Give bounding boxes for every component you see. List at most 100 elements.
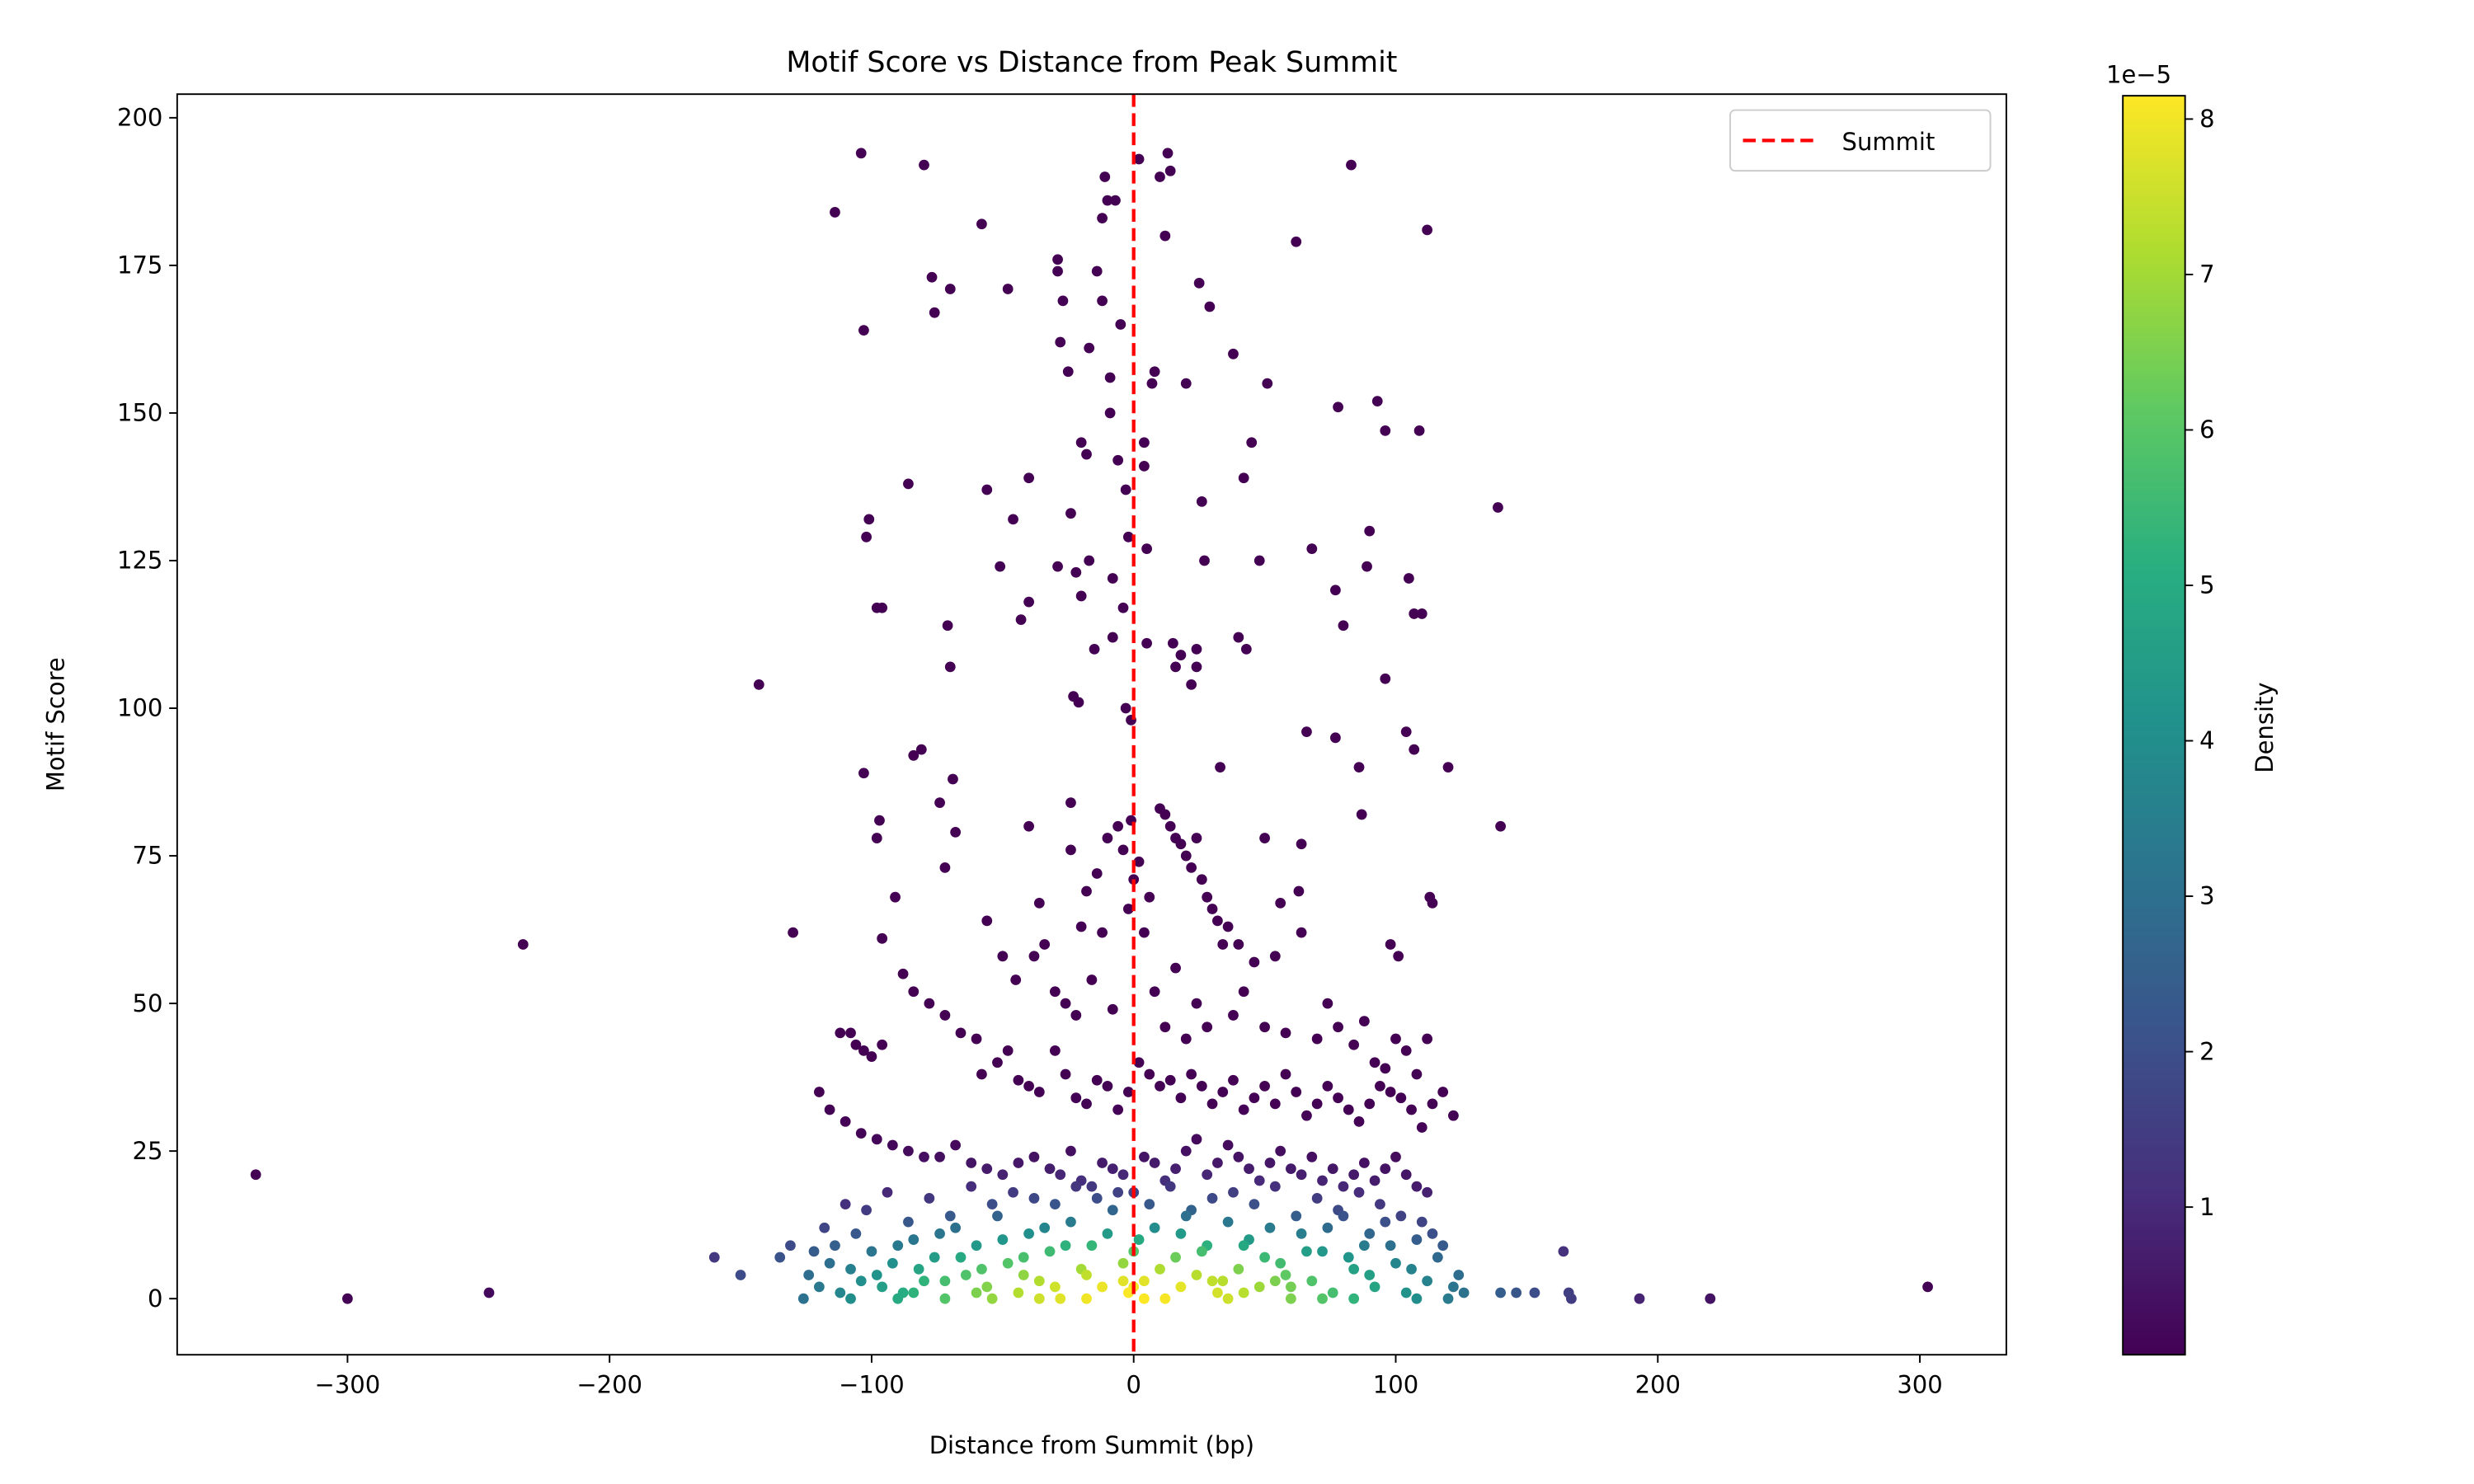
data-point xyxy=(1107,1003,1118,1015)
data-point xyxy=(1002,1257,1014,1269)
data-point xyxy=(1097,927,1108,938)
data-point xyxy=(1285,1281,1296,1293)
data-point xyxy=(1259,1080,1270,1092)
data-point xyxy=(1346,159,1357,171)
data-point xyxy=(992,1057,1003,1068)
data-point xyxy=(955,1252,967,1263)
data-point xyxy=(1062,366,1074,378)
data-point xyxy=(1081,1098,1092,1110)
data-point xyxy=(850,1039,862,1050)
data-point xyxy=(1175,650,1187,660)
data-point xyxy=(708,1252,720,1263)
data-point xyxy=(971,1033,982,1045)
data-point xyxy=(1164,1181,1176,1192)
data-point xyxy=(934,1228,945,1239)
data-point xyxy=(939,862,951,873)
data-point xyxy=(1228,1074,1239,1086)
data-point xyxy=(1191,644,1202,655)
data-point xyxy=(1086,1181,1098,1192)
data-point xyxy=(950,1222,962,1233)
data-point xyxy=(1175,1281,1187,1293)
data-point xyxy=(1427,897,1438,909)
data-point xyxy=(1081,1293,1092,1304)
data-point xyxy=(1369,1057,1380,1068)
x-tick-label: −200 xyxy=(576,1371,642,1399)
data-point xyxy=(1164,1074,1176,1086)
legend: Summit xyxy=(1729,109,1992,172)
data-point xyxy=(966,1158,977,1168)
data-point xyxy=(1196,495,1207,507)
x-tick-label: −100 xyxy=(839,1371,905,1399)
data-point xyxy=(887,1257,898,1269)
data-point xyxy=(948,773,958,785)
data-point xyxy=(1306,543,1318,555)
data-point xyxy=(1070,1181,1082,1192)
data-point xyxy=(1400,726,1412,738)
colorbar-offset-text: 1e−5 xyxy=(2106,61,2171,89)
data-point xyxy=(845,1027,856,1039)
data-point xyxy=(1028,1151,1040,1162)
data-point xyxy=(1348,1039,1360,1050)
data-point xyxy=(1164,165,1176,176)
data-point xyxy=(1333,402,1343,413)
data-point xyxy=(803,1270,815,1280)
data-point xyxy=(924,1193,935,1204)
data-point xyxy=(913,1263,924,1275)
data-point xyxy=(1049,986,1061,998)
data-point xyxy=(903,1216,914,1228)
data-point xyxy=(1055,1169,1066,1181)
data-point xyxy=(1112,1104,1124,1115)
data-point xyxy=(997,1234,1009,1245)
data-point xyxy=(1393,951,1404,962)
data-point xyxy=(1159,230,1171,242)
data-point xyxy=(944,661,956,673)
data-point xyxy=(1055,336,1066,348)
data-point xyxy=(1117,602,1129,613)
data-point xyxy=(855,1275,867,1287)
data-point xyxy=(1249,956,1260,968)
data-point xyxy=(1228,1010,1239,1021)
data-point xyxy=(1280,1270,1291,1280)
data-point xyxy=(1122,531,1134,542)
data-point xyxy=(971,1240,982,1252)
data-point xyxy=(1306,1151,1318,1162)
data-point xyxy=(1422,1033,1433,1045)
data-point xyxy=(1186,862,1197,873)
data-point xyxy=(1369,1175,1380,1186)
data-point xyxy=(1055,1293,1066,1304)
data-point xyxy=(1280,1068,1291,1080)
data-point xyxy=(1097,1158,1108,1168)
data-point xyxy=(1186,1068,1197,1080)
data-point xyxy=(1180,1145,1192,1157)
data-point xyxy=(483,1287,495,1298)
data-point xyxy=(1144,891,1155,903)
y-tick-label: 200 xyxy=(117,104,162,132)
data-point xyxy=(1291,236,1302,247)
data-point xyxy=(785,1240,796,1252)
y-tick-label: 0 xyxy=(148,1284,162,1313)
y-tick-label: 25 xyxy=(132,1137,162,1165)
data-point xyxy=(1244,1163,1254,1175)
data-point xyxy=(1317,1175,1328,1186)
data-point xyxy=(992,1210,1003,1222)
data-point xyxy=(1296,838,1307,850)
data-point xyxy=(1033,1087,1045,1097)
data-point xyxy=(1196,1080,1207,1092)
data-point xyxy=(939,1293,951,1304)
data-point xyxy=(1380,425,1391,436)
colorbar-tick-label: 6 xyxy=(2199,416,2214,444)
data-point xyxy=(1233,1151,1244,1162)
data-point xyxy=(1222,1293,1234,1304)
data-point xyxy=(1356,809,1367,820)
data-point xyxy=(919,1275,929,1287)
data-point xyxy=(1380,1063,1391,1074)
data-point xyxy=(1375,1199,1385,1209)
data-point xyxy=(1170,1252,1181,1263)
data-point xyxy=(1416,1122,1427,1133)
data-point xyxy=(1422,1275,1433,1287)
data-point xyxy=(981,915,993,927)
data-point xyxy=(1013,1158,1024,1168)
data-point xyxy=(1371,396,1383,406)
data-point xyxy=(981,1163,993,1175)
